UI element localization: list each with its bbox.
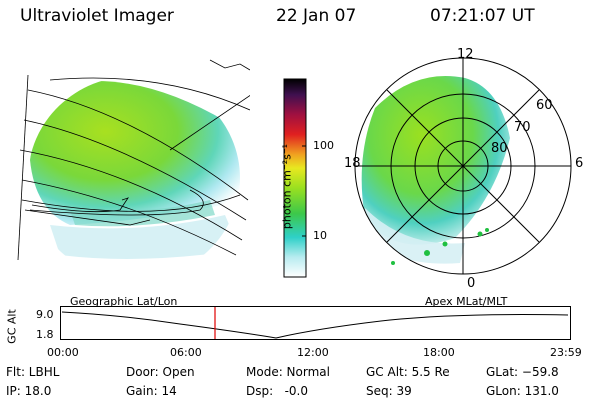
info-dsp: Dsp: -0.0: [246, 384, 309, 398]
timeline-x-tick-2: 12:00: [297, 346, 329, 359]
image-time: 07:21:07 UT: [430, 6, 535, 26]
info-gc-alt: GC Alt: 5.5 Re: [366, 365, 450, 379]
mlt-label-12: 12: [457, 47, 474, 62]
imager-title: Ultraviolet Imager: [20, 6, 174, 26]
info-ip: IP: 18.0: [6, 384, 52, 398]
timeline-x-tick-3: 18:00: [423, 346, 455, 359]
image-date: 22 Jan 07: [276, 6, 357, 26]
timeline-y-tick-bottom: 1.8: [36, 328, 54, 341]
info-glat: GLat: −59.8: [486, 365, 559, 379]
geographic-image: [17, 59, 250, 280]
polar-plot: [354, 57, 572, 275]
info-door: Door: Open: [126, 365, 195, 379]
info-flt: Flt: LBHL: [6, 365, 60, 379]
colorbar-tick-10: 10: [313, 229, 327, 242]
info-seq: Seq: 39: [366, 384, 412, 398]
timeline-right-title: Apex MLat/MLT: [425, 295, 508, 308]
mlat-label-80: 80: [491, 141, 508, 156]
mlat-label-60: 60: [536, 98, 553, 113]
colorbar-tick-100: 100: [313, 139, 334, 152]
timeline-x-tick-1: 06:00: [170, 346, 202, 359]
mlat-label-70: 70: [514, 120, 531, 135]
timeline-y-label: GC Alt: [5, 309, 19, 344]
colorbar-unit-label: photon cm⁻²s⁻¹: [280, 143, 294, 230]
info-glon: GLon: 131.0: [486, 384, 559, 398]
mlt-label-18: 18: [344, 156, 361, 171]
timeline-x-tick-0: 00:00: [47, 346, 79, 359]
timeline-y-tick-top: 9.0: [36, 308, 54, 321]
mlt-label-6: 6: [575, 156, 584, 171]
colorbar: [283, 78, 307, 278]
timeline-left-title: Geographic Lat/Lon: [70, 295, 178, 308]
altitude-timeline: [60, 306, 571, 340]
info-gain: Gain: 14: [126, 384, 177, 398]
mlt-label-0: 0: [467, 276, 476, 291]
timeline-x-tick-4: 23:59: [550, 346, 582, 359]
info-mode: Mode: Normal: [246, 365, 330, 379]
